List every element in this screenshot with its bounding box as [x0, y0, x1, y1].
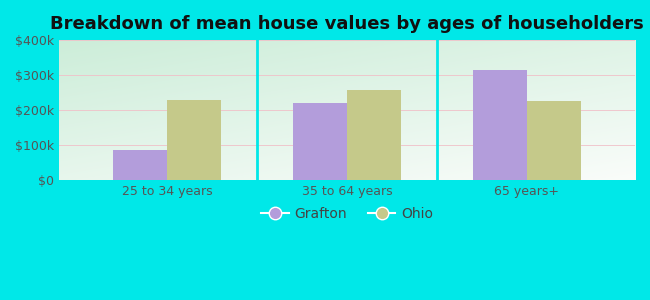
- Bar: [527, 101, 581, 180]
- Bar: [167, 100, 221, 180]
- Legend: Grafton, Ohio: Grafton, Ohio: [255, 201, 439, 226]
- Title: Breakdown of mean house values by ages of householders: Breakdown of mean house values by ages o…: [50, 15, 644, 33]
- Bar: [473, 70, 527, 180]
- Bar: [113, 150, 167, 180]
- Bar: [293, 103, 347, 180]
- Bar: [347, 90, 401, 180]
